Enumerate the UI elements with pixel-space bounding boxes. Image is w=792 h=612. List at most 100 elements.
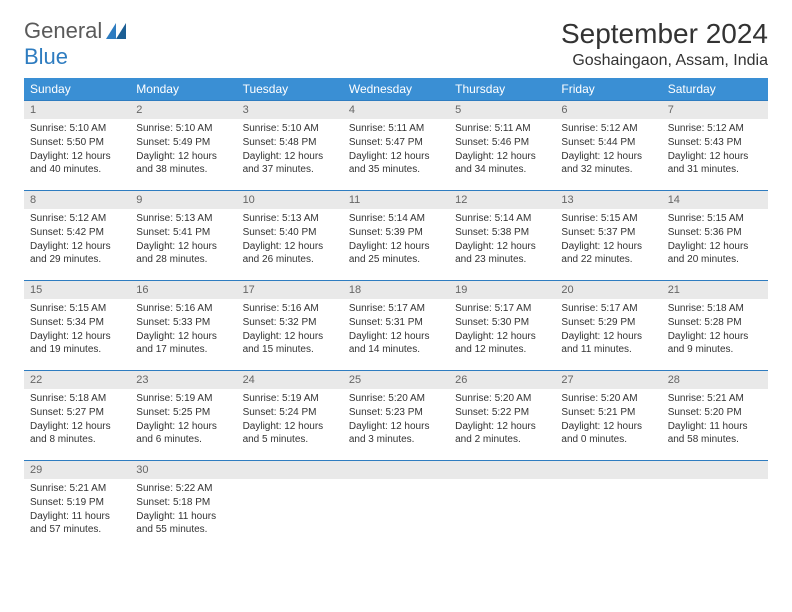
weekday-header: Monday <box>130 78 236 101</box>
daylight-line: Daylight: 12 hours and 23 minutes. <box>455 240 549 266</box>
daylight-line: Daylight: 12 hours and 5 minutes. <box>243 420 337 446</box>
calendar-day: 28Sunrise: 5:21 AMSunset: 5:20 PMDayligh… <box>662 371 768 461</box>
sunset-line: Sunset: 5:33 PM <box>136 316 230 329</box>
day-number: 2 <box>130 101 236 119</box>
day-number: 19 <box>449 281 555 299</box>
sunset-line: Sunset: 5:46 PM <box>455 136 549 149</box>
calendar-day: 13Sunrise: 5:15 AMSunset: 5:37 PMDayligh… <box>555 191 661 281</box>
daylight-line: Daylight: 12 hours and 14 minutes. <box>349 330 443 356</box>
month-title: September 2024 <box>561 18 768 50</box>
day-body: Sunrise: 5:15 AMSunset: 5:37 PMDaylight:… <box>555 209 661 273</box>
day-number: 12 <box>449 191 555 209</box>
daylight-line: Daylight: 12 hours and 8 minutes. <box>30 420 124 446</box>
calendar-day: 11Sunrise: 5:14 AMSunset: 5:39 PMDayligh… <box>343 191 449 281</box>
sunset-line: Sunset: 5:36 PM <box>668 226 762 239</box>
sunset-line: Sunset: 5:43 PM <box>668 136 762 149</box>
sunrise-line: Sunrise: 5:20 AM <box>349 392 443 405</box>
sunset-line: Sunset: 5:44 PM <box>561 136 655 149</box>
calendar-day: 24Sunrise: 5:19 AMSunset: 5:24 PMDayligh… <box>237 371 343 461</box>
day-number: 4 <box>343 101 449 119</box>
calendar-day: 8Sunrise: 5:12 AMSunset: 5:42 PMDaylight… <box>24 191 130 281</box>
calendar-day: 14Sunrise: 5:15 AMSunset: 5:36 PMDayligh… <box>662 191 768 281</box>
day-number: 6 <box>555 101 661 119</box>
day-body: Sunrise: 5:17 AMSunset: 5:30 PMDaylight:… <box>449 299 555 363</box>
sunrise-line: Sunrise: 5:14 AM <box>455 212 549 225</box>
day-number: 25 <box>343 371 449 389</box>
sunset-line: Sunset: 5:22 PM <box>455 406 549 419</box>
calendar-empty <box>237 461 343 551</box>
sunrise-line: Sunrise: 5:19 AM <box>243 392 337 405</box>
daylight-line: Daylight: 12 hours and 25 minutes. <box>349 240 443 266</box>
daylight-line: Daylight: 12 hours and 31 minutes. <box>668 150 762 176</box>
calendar-day: 20Sunrise: 5:17 AMSunset: 5:29 PMDayligh… <box>555 281 661 371</box>
weekday-header: Tuesday <box>237 78 343 101</box>
calendar-day: 2Sunrise: 5:10 AMSunset: 5:49 PMDaylight… <box>130 101 236 191</box>
day-number: 8 <box>24 191 130 209</box>
calendar-day: 15Sunrise: 5:15 AMSunset: 5:34 PMDayligh… <box>24 281 130 371</box>
logo-text-a: General <box>24 18 102 44</box>
daylight-line: Daylight: 12 hours and 12 minutes. <box>455 330 549 356</box>
header: General September 2024 Goshaingaon, Assa… <box>24 18 768 70</box>
sunset-line: Sunset: 5:28 PM <box>668 316 762 329</box>
sunrise-line: Sunrise: 5:20 AM <box>561 392 655 405</box>
calendar-day: 30Sunrise: 5:22 AMSunset: 5:18 PMDayligh… <box>130 461 236 551</box>
calendar-day: 27Sunrise: 5:20 AMSunset: 5:21 PMDayligh… <box>555 371 661 461</box>
daylight-line: Daylight: 12 hours and 19 minutes. <box>30 330 124 356</box>
sunrise-line: Sunrise: 5:12 AM <box>561 122 655 135</box>
daylight-line: Daylight: 12 hours and 11 minutes. <box>561 330 655 356</box>
day-body: Sunrise: 5:19 AMSunset: 5:25 PMDaylight:… <box>130 389 236 453</box>
sunset-line: Sunset: 5:29 PM <box>561 316 655 329</box>
sunset-line: Sunset: 5:41 PM <box>136 226 230 239</box>
daylight-line: Daylight: 12 hours and 2 minutes. <box>455 420 549 446</box>
sunrise-line: Sunrise: 5:18 AM <box>668 302 762 315</box>
daylight-line: Daylight: 12 hours and 20 minutes. <box>668 240 762 266</box>
day-body: Sunrise: 5:14 AMSunset: 5:39 PMDaylight:… <box>343 209 449 273</box>
weekday-header: Thursday <box>449 78 555 101</box>
daylight-line: Daylight: 11 hours and 58 minutes. <box>668 420 762 446</box>
sunrise-line: Sunrise: 5:11 AM <box>349 122 443 135</box>
sunrise-line: Sunrise: 5:15 AM <box>30 302 124 315</box>
calendar-week: 8Sunrise: 5:12 AMSunset: 5:42 PMDaylight… <box>24 191 768 281</box>
day-body: Sunrise: 5:12 AMSunset: 5:43 PMDaylight:… <box>662 119 768 183</box>
sunrise-line: Sunrise: 5:16 AM <box>136 302 230 315</box>
sunrise-line: Sunrise: 5:22 AM <box>136 482 230 495</box>
daylight-line: Daylight: 12 hours and 6 minutes. <box>136 420 230 446</box>
calendar-day: 10Sunrise: 5:13 AMSunset: 5:40 PMDayligh… <box>237 191 343 281</box>
day-number: 29 <box>24 461 130 479</box>
sunrise-line: Sunrise: 5:10 AM <box>30 122 124 135</box>
sunset-line: Sunset: 5:25 PM <box>136 406 230 419</box>
sunrise-line: Sunrise: 5:17 AM <box>349 302 443 315</box>
calendar-week: 1Sunrise: 5:10 AMSunset: 5:50 PMDaylight… <box>24 101 768 191</box>
sunrise-line: Sunrise: 5:15 AM <box>668 212 762 225</box>
day-number: 23 <box>130 371 236 389</box>
day-body: Sunrise: 5:20 AMSunset: 5:22 PMDaylight:… <box>449 389 555 453</box>
day-body: Sunrise: 5:10 AMSunset: 5:48 PMDaylight:… <box>237 119 343 183</box>
day-body: Sunrise: 5:11 AMSunset: 5:47 PMDaylight:… <box>343 119 449 183</box>
day-number: 27 <box>555 371 661 389</box>
calendar-week: 22Sunrise: 5:18 AMSunset: 5:27 PMDayligh… <box>24 371 768 461</box>
calendar-day: 26Sunrise: 5:20 AMSunset: 5:22 PMDayligh… <box>449 371 555 461</box>
sunset-line: Sunset: 5:32 PM <box>243 316 337 329</box>
calendar-day: 1Sunrise: 5:10 AMSunset: 5:50 PMDaylight… <box>24 101 130 191</box>
day-number: 30 <box>130 461 236 479</box>
day-number: 10 <box>237 191 343 209</box>
day-number: 20 <box>555 281 661 299</box>
day-body: Sunrise: 5:10 AMSunset: 5:49 PMDaylight:… <box>130 119 236 183</box>
daylight-line: Daylight: 12 hours and 15 minutes. <box>243 330 337 356</box>
calendar-day: 7Sunrise: 5:12 AMSunset: 5:43 PMDaylight… <box>662 101 768 191</box>
sunrise-line: Sunrise: 5:19 AM <box>136 392 230 405</box>
daylight-line: Daylight: 12 hours and 3 minutes. <box>349 420 443 446</box>
day-body: Sunrise: 5:14 AMSunset: 5:38 PMDaylight:… <box>449 209 555 273</box>
sunset-line: Sunset: 5:24 PM <box>243 406 337 419</box>
sunset-line: Sunset: 5:21 PM <box>561 406 655 419</box>
calendar-day: 3Sunrise: 5:10 AMSunset: 5:48 PMDaylight… <box>237 101 343 191</box>
sunset-line: Sunset: 5:27 PM <box>30 406 124 419</box>
sunrise-line: Sunrise: 5:21 AM <box>668 392 762 405</box>
calendar-day: 4Sunrise: 5:11 AMSunset: 5:47 PMDaylight… <box>343 101 449 191</box>
calendar-day: 22Sunrise: 5:18 AMSunset: 5:27 PMDayligh… <box>24 371 130 461</box>
sunset-line: Sunset: 5:19 PM <box>30 496 124 509</box>
daylight-line: Daylight: 12 hours and 17 minutes. <box>136 330 230 356</box>
daylight-line: Daylight: 12 hours and 9 minutes. <box>668 330 762 356</box>
weekday-header: Saturday <box>662 78 768 101</box>
day-number: 5 <box>449 101 555 119</box>
